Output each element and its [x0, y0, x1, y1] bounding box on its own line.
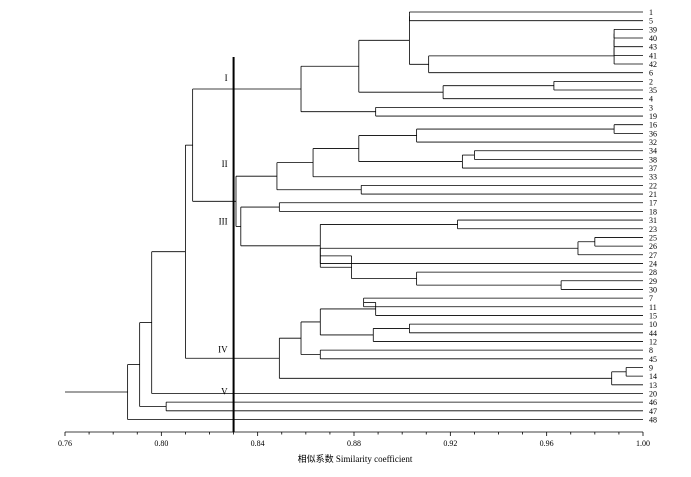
leaf-label: 30	[649, 285, 657, 294]
leaf-label: 32	[649, 138, 657, 147]
leaf-label: 41	[649, 51, 657, 60]
leaf-label: 20	[649, 389, 657, 398]
group-label: I	[225, 73, 228, 83]
x-tick-label: 0.84	[251, 439, 265, 448]
leaf-label: 21	[649, 190, 657, 199]
leaf-label: 22	[649, 181, 657, 190]
leaf-label: 45	[649, 355, 657, 364]
leaf-label: 1	[649, 8, 653, 17]
leaf-label: 31	[649, 216, 657, 225]
leaf-label: 27	[649, 251, 657, 260]
leaf-label: 42	[649, 60, 657, 69]
group-label: II	[222, 159, 228, 169]
x-tick-label: 0.92	[443, 439, 457, 448]
x-tick-label: 0.88	[347, 439, 361, 448]
leaf-label: 3	[649, 103, 653, 112]
leaf-label: 24	[649, 259, 657, 268]
leaf-label: 46	[649, 398, 657, 407]
leaf-label: 28	[649, 268, 657, 277]
leaf-label: 2	[649, 77, 653, 86]
x-axis: 0.76 0.80 0.84 0.88 0.92 0.96 1.00	[58, 431, 650, 448]
leaf-label: 16	[649, 121, 657, 130]
leaf-labels: 1539404341426235431916363234383733222117…	[649, 8, 657, 424]
leaf-label: 6	[649, 69, 653, 78]
x-tick-label: 0.96	[540, 439, 554, 448]
leaf-label: 13	[649, 381, 657, 390]
leaf-label: 36	[649, 129, 657, 138]
leaf-label: 14	[649, 372, 657, 381]
leaf-label: 7	[649, 294, 653, 303]
leaf-label: 43	[649, 43, 657, 52]
leaf-label: 34	[649, 147, 657, 156]
leaf-label: 44	[649, 329, 657, 338]
group-label: V	[221, 386, 228, 396]
leaf-label: 8	[649, 346, 653, 355]
leaf-label: 9	[649, 363, 653, 372]
group-label: III	[219, 216, 228, 226]
leaf-label: 33	[649, 173, 657, 182]
leaf-label: 25	[649, 233, 657, 242]
leaf-label: 39	[649, 25, 657, 34]
leaf-label: 26	[649, 242, 657, 251]
leaf-label: 35	[649, 86, 657, 95]
group-label: IV	[218, 344, 228, 354]
x-tick-label: 0.76	[58, 439, 72, 448]
leaf-label: 40	[649, 34, 657, 43]
leaf-label: 11	[649, 303, 657, 312]
leaf-label: 17	[649, 199, 657, 208]
leaf-label: 29	[649, 277, 657, 286]
x-tick-label: 1.00	[636, 439, 650, 448]
leaf-label: 5	[649, 17, 653, 26]
x-axis-title: 相似系数 Similarity coefficient	[298, 453, 413, 464]
leaf-label: 47	[649, 407, 657, 416]
leaf-label: 23	[649, 225, 657, 234]
leaf-label: 4	[649, 95, 653, 104]
leaf-label: 18	[649, 207, 657, 216]
x-tick-label: 0.80	[154, 439, 168, 448]
dendrogram-branches	[65, 11, 643, 420]
leaf-label: 19	[649, 112, 657, 121]
leaf-label: 12	[649, 337, 657, 346]
leaf-label: 38	[649, 155, 657, 164]
leaf-label: 15	[649, 311, 657, 320]
leaf-label: 48	[649, 415, 657, 424]
leaf-label: 10	[649, 320, 657, 329]
leaf-label: 37	[649, 164, 657, 173]
